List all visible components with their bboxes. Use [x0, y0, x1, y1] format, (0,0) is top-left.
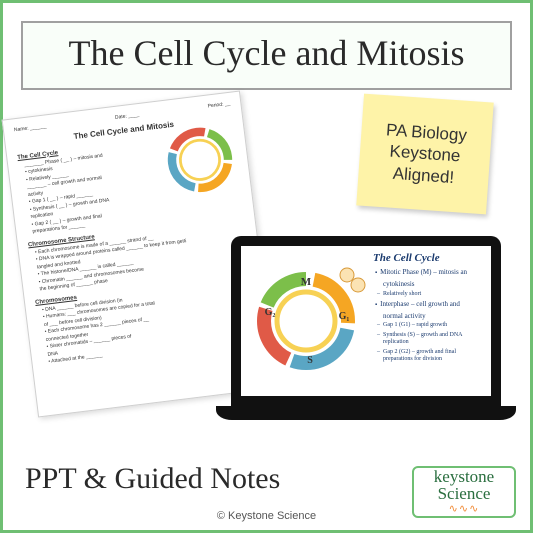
svg-text:G₁: G₁: [339, 311, 350, 322]
slide-bullet: Gap 1 (G1) – rapid growth: [375, 322, 487, 330]
svg-text:S: S: [307, 355, 313, 366]
page-title: The Cell Cycle and Mitosis: [31, 33, 502, 74]
slide-diagram: M G₁ S G₂: [241, 246, 371, 396]
brand-line2: Science: [438, 486, 491, 502]
laptop-screen: M G₁ S G₂ The Cell Cycle Mitotic Phase (…: [231, 236, 501, 406]
laptop-mockup: M G₁ S G₂ The Cell Cycle Mitotic Phase (…: [216, 236, 516, 420]
bottom-strip: PPT & Guided Notes keystone Science ∿∿∿ …: [3, 450, 530, 530]
slide-bullet: cytokinesis: [375, 280, 487, 289]
slide-bullet: Interphase – cell growth and: [375, 300, 487, 310]
slide-bullet: Relatively short: [375, 291, 487, 299]
sticky-note: PA Biology Keystone Aligned!: [356, 94, 493, 215]
sticky-text: PA Biology Keystone Aligned!: [366, 119, 484, 191]
svg-text:M: M: [301, 276, 312, 288]
title-box: The Cell Cycle and Mitosis: [21, 21, 512, 90]
laptop-base: [216, 406, 516, 420]
slide-title: The Cell Cycle: [373, 252, 487, 264]
worksheet-ring-diagram: [161, 121, 239, 199]
slide-bullet: normal activity: [375, 312, 487, 321]
slide-bullet: Gap 2 (G2) – growth and final preparatio…: [375, 349, 487, 364]
slide-bullet: Synthesis (S) – growth and DNA replicati…: [375, 332, 487, 347]
copyright-text: © Keystone Science: [3, 510, 530, 522]
slide: M G₁ S G₂ The Cell Cycle Mitotic Phase (…: [241, 246, 491, 396]
ws-date: Date: ____: [115, 112, 140, 122]
svg-text:G₂: G₂: [265, 307, 276, 318]
cell-cycle-ring-icon: M G₁ S G₂: [246, 261, 366, 381]
content-area: Name: ______ Date: ____ Period: __ The C…: [3, 90, 530, 420]
product-type-label: PPT & Guided Notes: [25, 462, 280, 496]
ws-period: Period: __: [207, 101, 231, 111]
slide-text: The Cell Cycle Mitotic Phase (M) – mitos…: [371, 246, 491, 396]
slide-bullet: Mitotic Phase (M) – mitosis an: [375, 268, 487, 278]
slide-bullets: Mitotic Phase (M) – mitosis an cytokinesi…: [373, 268, 487, 364]
